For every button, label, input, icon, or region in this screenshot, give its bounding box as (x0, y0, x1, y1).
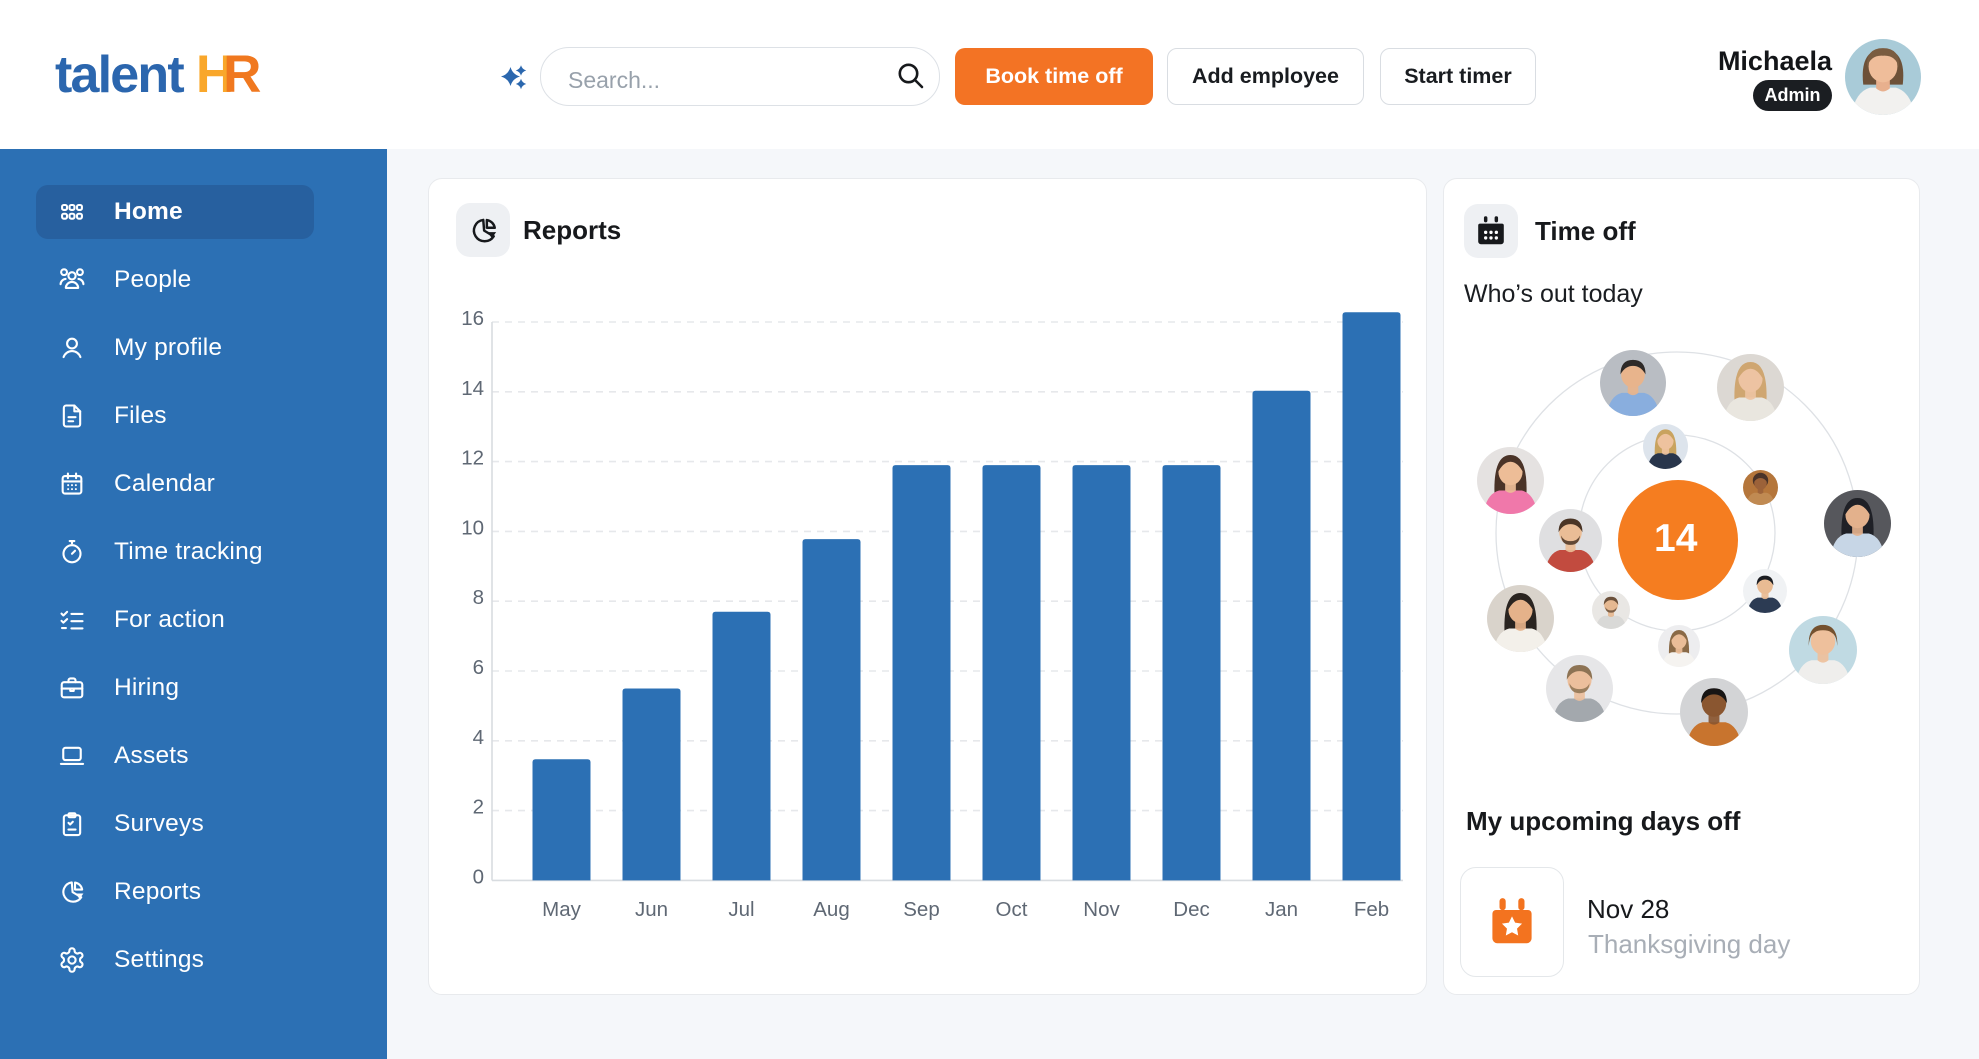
svg-text:Feb: Feb (1354, 898, 1389, 921)
svg-text:Jun: Jun (635, 898, 668, 921)
svg-text:Sep: Sep (903, 898, 939, 921)
svg-text:2: 2 (473, 796, 484, 819)
svg-text:Oct: Oct (996, 898, 1028, 921)
svg-text:8: 8 (473, 586, 484, 609)
svg-text:4: 4 (473, 726, 484, 749)
svg-text:6: 6 (473, 656, 484, 679)
svg-text:10: 10 (461, 516, 484, 539)
svg-text:16: 16 (461, 307, 484, 330)
svg-text:Dec: Dec (1173, 898, 1209, 921)
svg-text:Nov: Nov (1083, 898, 1120, 921)
svg-text:12: 12 (461, 447, 484, 470)
svg-text:Jul: Jul (728, 898, 754, 921)
svg-text:0: 0 (473, 865, 484, 888)
svg-text:May: May (542, 898, 581, 921)
svg-text:14: 14 (461, 377, 484, 400)
svg-text:Aug: Aug (813, 898, 849, 921)
svg-text:Jan: Jan (1265, 898, 1298, 921)
